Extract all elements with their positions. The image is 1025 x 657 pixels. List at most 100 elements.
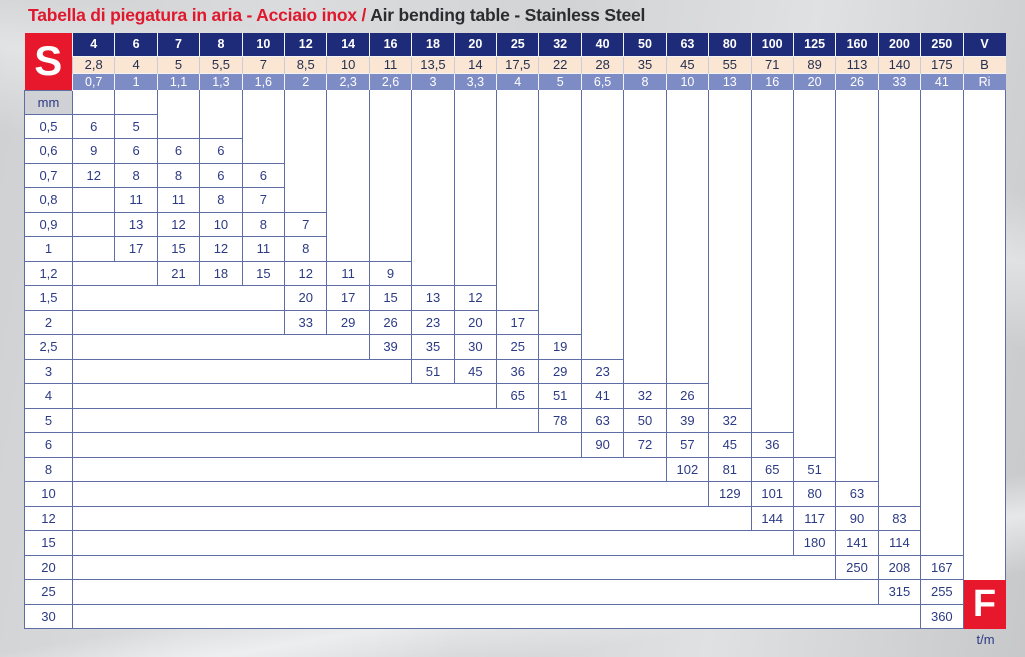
empty-cell (666, 579, 709, 605)
empty-cell (72, 358, 115, 384)
empty-cell (326, 383, 370, 409)
empty-cell (284, 334, 327, 360)
empty-cell (708, 359, 752, 384)
v-die-width-cell: 160 (835, 33, 879, 56)
empty-cell (72, 432, 115, 458)
empty-cell (326, 212, 370, 237)
empty-cell (920, 530, 964, 555)
empty-cell (326, 236, 370, 261)
empty-cell (920, 408, 964, 433)
empty-cell (920, 163, 964, 188)
v-die-width-cell: 80 (708, 33, 751, 56)
b-min-flange-cell: 2,8 (71, 55, 115, 73)
empty-cell (708, 90, 752, 114)
empty-cell (792, 212, 837, 237)
empty-cell (666, 530, 709, 556)
ri-inner-radius-cell: 0,7 (71, 72, 115, 90)
empty-cell (199, 334, 243, 360)
empty-cell (199, 456, 243, 482)
b-min-flange-cell: 28 (580, 55, 624, 73)
force-value-cell: 41 (580, 383, 625, 409)
empty-cell (114, 554, 158, 580)
empty-cell (538, 603, 582, 629)
empty-cell (665, 236, 710, 261)
empty-cell (920, 114, 964, 139)
empty-cell (792, 359, 837, 384)
empty-cell (369, 407, 412, 433)
empty-cell (962, 138, 1007, 163)
empty-cell (581, 579, 624, 605)
empty-cell (538, 505, 582, 531)
empty-cell (284, 358, 327, 384)
empty-cell (241, 90, 286, 114)
empty-cell (157, 579, 200, 605)
empty-cell (496, 530, 539, 556)
force-value-cell: 63 (835, 481, 879, 507)
force-value-cell: 6 (199, 162, 243, 188)
empty-cell (72, 407, 115, 433)
empty-cell (792, 187, 837, 212)
empty-cell (157, 505, 200, 531)
b-min-flange-cell: 35 (623, 55, 667, 73)
empty-cell (962, 432, 1007, 457)
force-value-cell: 50 (623, 407, 667, 433)
empty-cell (665, 285, 710, 310)
empty-cell (750, 138, 794, 163)
force-value-cell: 13 (411, 285, 455, 311)
empty-cell (496, 603, 539, 629)
empty-cell (581, 554, 624, 580)
force-value-cell: 5 (114, 113, 158, 139)
empty-cell (199, 554, 243, 580)
empty-cell (326, 432, 370, 458)
empty-cell (368, 236, 413, 261)
empty-cell (750, 285, 794, 310)
empty-cell (581, 505, 624, 531)
v-die-width-cell: 6 (114, 33, 158, 56)
empty-cell (368, 163, 413, 188)
empty-cell (114, 90, 158, 114)
empty-cell (242, 309, 285, 335)
empty-cell (454, 579, 497, 605)
empty-cell (877, 90, 922, 114)
empty-cell (538, 261, 582, 286)
empty-cell (580, 334, 625, 359)
force-value-cell: 72 (623, 432, 667, 458)
empty-cell (454, 530, 497, 556)
empty-cell (750, 163, 794, 188)
empty-cell (835, 212, 879, 237)
empty-cell (411, 261, 455, 286)
empty-cell (580, 212, 625, 237)
empty-cell (72, 334, 115, 360)
empty-cell (242, 358, 285, 384)
b-min-flange-cell: 8,5 (284, 55, 327, 73)
empty-cell (326, 334, 370, 360)
empty-cell (623, 310, 667, 335)
empty-cell (708, 285, 752, 310)
force-value-cell: 26 (368, 309, 413, 335)
empty-cell (623, 285, 667, 310)
empty-cell (623, 187, 667, 212)
b-min-flange-cell: 11 (368, 55, 412, 73)
empty-cell (835, 603, 879, 629)
empty-cell (454, 407, 497, 433)
force-value-cell: 6 (199, 138, 243, 164)
empty-cell (665, 163, 710, 188)
empty-cell (284, 456, 327, 482)
empty-cell (157, 456, 200, 482)
empty-cell (496, 505, 539, 531)
page-title-italian: Tabella di piegatura in aria - Acciaio i… (28, 5, 367, 25)
empty-cell (72, 285, 115, 311)
force-value-cell: 15 (156, 236, 201, 262)
force-value-cell: 17 (326, 285, 370, 311)
v-die-width-cell: 32 (538, 33, 582, 56)
v-die-width-cell: 10 (241, 33, 285, 56)
empty-cell (114, 432, 158, 458)
unit-mm-cell: mm (24, 89, 73, 115)
empty-cell (454, 554, 497, 580)
empty-cell (962, 236, 1007, 261)
force-value-cell: 12 (284, 260, 328, 286)
b-min-flange-cell: 71 (750, 55, 794, 73)
empty-cell (835, 285, 879, 310)
v-die-width-cell: 12 (284, 33, 327, 56)
empty-cell (750, 187, 794, 212)
